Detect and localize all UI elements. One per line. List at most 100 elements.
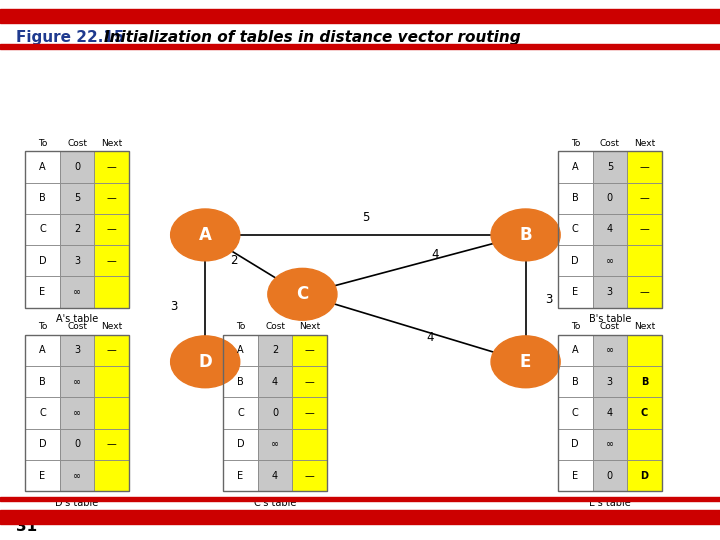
Bar (292, 460, 327, 491)
Text: 5: 5 (362, 211, 369, 224)
Bar (25, 183, 60, 214)
Bar (558, 276, 593, 308)
Text: A's table: A's table (56, 314, 98, 325)
Bar (0, 510, 720, 524)
Bar (25, 276, 60, 308)
Bar (627, 366, 662, 397)
Bar (558, 460, 593, 491)
Text: ∞: ∞ (606, 256, 614, 266)
Bar (25, 335, 129, 491)
Bar (593, 276, 627, 308)
Text: ∞: ∞ (73, 408, 81, 418)
Bar (60, 214, 94, 245)
Bar (94, 460, 129, 491)
Text: 31: 31 (16, 518, 37, 534)
Text: E: E (572, 471, 578, 481)
Text: ∞: ∞ (606, 346, 614, 355)
Bar (223, 366, 258, 397)
Text: 0: 0 (74, 440, 80, 449)
Text: B: B (237, 377, 244, 387)
Bar (258, 460, 292, 491)
Text: E: E (572, 287, 578, 297)
Bar (94, 245, 129, 276)
Text: ∞: ∞ (271, 440, 279, 449)
Bar (593, 214, 627, 245)
Bar (223, 429, 258, 460)
Text: ∞: ∞ (73, 471, 81, 481)
Text: 2: 2 (230, 254, 238, 267)
Bar (60, 183, 94, 214)
Circle shape (491, 209, 560, 261)
Bar (292, 397, 327, 429)
Text: 4: 4 (432, 248, 439, 261)
Bar (593, 397, 627, 429)
Text: A: A (39, 162, 46, 172)
Text: C: C (39, 225, 46, 234)
Bar (593, 183, 627, 214)
Text: 3: 3 (607, 377, 613, 387)
Text: —: — (107, 162, 117, 172)
Text: D: D (39, 256, 46, 266)
Text: Next: Next (101, 139, 122, 147)
Bar (25, 151, 60, 183)
Text: Cost: Cost (67, 322, 87, 331)
Bar (558, 151, 593, 183)
Text: ∞: ∞ (73, 377, 81, 387)
Text: 0: 0 (74, 162, 80, 172)
Text: A: A (572, 346, 579, 355)
Bar (627, 429, 662, 460)
Bar (60, 151, 94, 183)
Bar (627, 460, 662, 491)
Text: Next: Next (299, 322, 320, 331)
Text: D: D (572, 256, 579, 266)
Text: C: C (39, 408, 46, 418)
Bar (593, 245, 627, 276)
Text: 2: 2 (272, 346, 278, 355)
Bar (94, 151, 129, 183)
Text: Initialization of tables in distance vector routing: Initialization of tables in distance vec… (104, 30, 521, 45)
Bar (558, 335, 593, 366)
Text: —: — (305, 471, 315, 481)
Bar (94, 366, 129, 397)
Text: Figure 22.15: Figure 22.15 (16, 30, 125, 45)
Bar (258, 335, 292, 366)
Bar (25, 429, 60, 460)
Text: —: — (107, 193, 117, 203)
Text: 3: 3 (607, 287, 613, 297)
Bar (25, 245, 60, 276)
Bar (627, 335, 662, 366)
Text: —: — (107, 346, 117, 355)
Text: 4: 4 (272, 471, 278, 481)
Text: 3: 3 (74, 256, 80, 266)
Text: B's table: B's table (589, 314, 631, 325)
Text: 0: 0 (607, 471, 613, 481)
Bar (292, 335, 327, 366)
Bar (60, 366, 94, 397)
Bar (593, 429, 627, 460)
Bar (627, 214, 662, 245)
Bar (292, 429, 327, 460)
Bar (60, 429, 94, 460)
Text: 4: 4 (607, 225, 613, 234)
Text: —: — (107, 440, 117, 449)
Text: B: B (519, 226, 532, 244)
Text: 0: 0 (607, 193, 613, 203)
Bar (223, 397, 258, 429)
Text: C: C (641, 408, 648, 418)
Text: A: A (572, 162, 579, 172)
Text: 4: 4 (272, 377, 278, 387)
Bar (94, 214, 129, 245)
Bar (94, 429, 129, 460)
Text: Cost: Cost (600, 139, 620, 147)
Bar (25, 151, 129, 308)
Text: B: B (39, 193, 46, 203)
Bar (94, 397, 129, 429)
Text: To: To (37, 322, 48, 331)
Text: D's table: D's table (55, 498, 99, 508)
Bar (258, 429, 292, 460)
Bar (60, 245, 94, 276)
Bar (223, 460, 258, 491)
Text: Cost: Cost (600, 322, 620, 331)
Bar (558, 214, 593, 245)
Bar (558, 397, 593, 429)
